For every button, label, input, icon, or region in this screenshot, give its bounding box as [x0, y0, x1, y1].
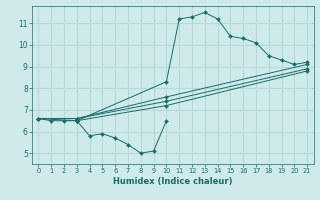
X-axis label: Humidex (Indice chaleur): Humidex (Indice chaleur): [113, 177, 233, 186]
